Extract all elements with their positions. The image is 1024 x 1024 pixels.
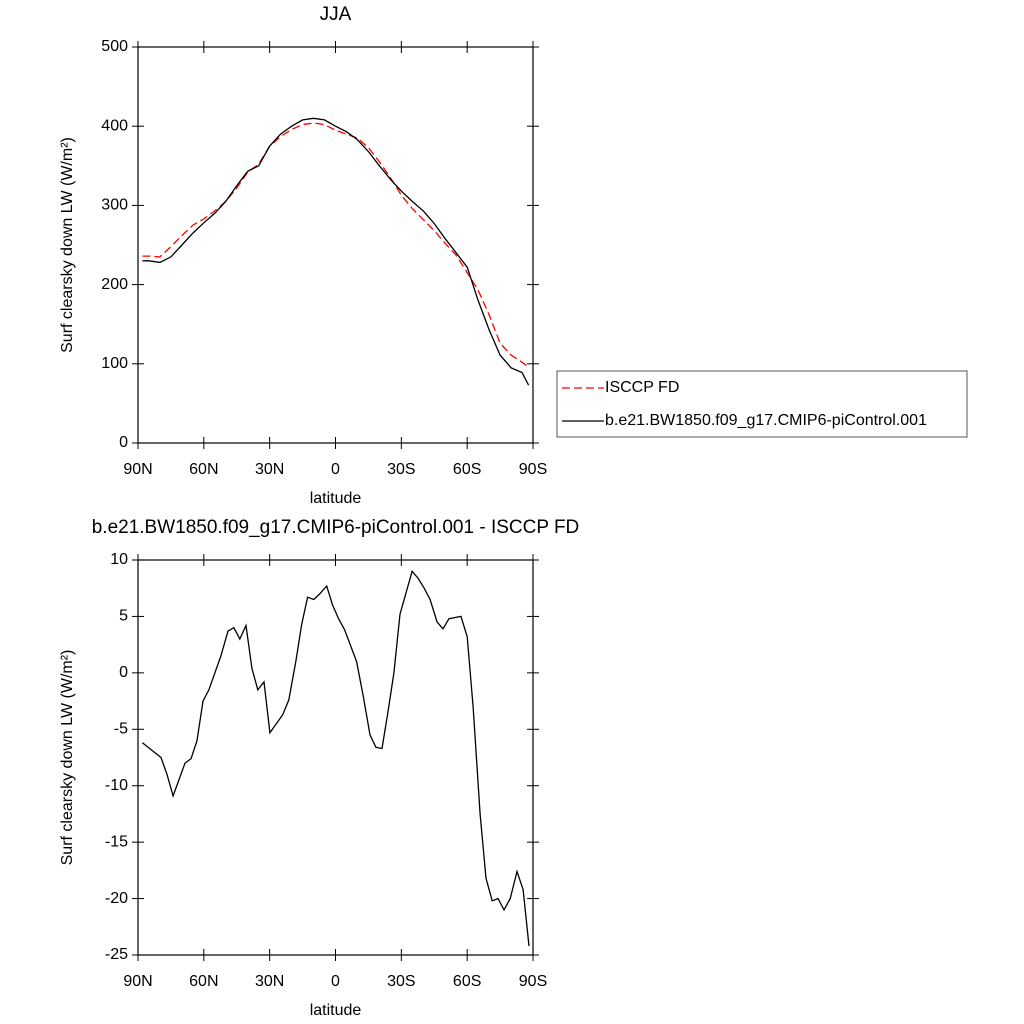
y-tick-label: 100 — [101, 355, 128, 372]
chart: b.e21.BW1850.f09_g17.CMIP6-piControl.001… — [59, 517, 579, 1019]
legend-label: b.e21.BW1850.f09_g17.CMIP6-piControl.001 — [605, 412, 927, 429]
y-tick-label: -5 — [114, 721, 128, 738]
chart-title: b.e21.BW1850.f09_g17.CMIP6-piControl.001… — [92, 517, 580, 538]
x-tick-label: 90N — [123, 461, 152, 478]
data-line — [142, 117, 530, 386]
x-tick-label: 90S — [519, 973, 547, 990]
y-tick-label: -15 — [105, 833, 128, 850]
plot-frame — [137, 559, 534, 956]
y-axis-label: Surf clearsky down LW (W/m²) — [59, 137, 76, 353]
chart: JJA 0 100 200 300 400 500 90N 60N 30N 0 30S 60S 90S la… — [59, 4, 968, 507]
x-tick-label: 60N — [189, 973, 218, 990]
data-line — [141, 569, 530, 947]
y-tick-label: 500 — [101, 38, 128, 55]
y-tick-label: 0 — [119, 434, 128, 451]
y-tick-label: 0 — [119, 664, 128, 681]
legend-label: ISCCP FD — [605, 379, 679, 396]
x-tick-label: 60S — [453, 973, 481, 990]
plot-frame — [137, 46, 534, 444]
y-tick-label: 10 — [110, 551, 128, 568]
x-tick-label: 0 — [331, 461, 340, 478]
y-axis-label: Surf clearsky down LW (W/m²) — [59, 650, 76, 866]
x-tick-label: 30N — [255, 461, 284, 478]
y-tick-label: -25 — [105, 946, 128, 963]
x-axis-label: latitude — [310, 1002, 362, 1019]
y-tick-label: 400 — [101, 117, 128, 134]
x-tick-label: 30S — [387, 461, 415, 478]
y-tick-label: 200 — [101, 276, 128, 293]
x-tick-label: 60S — [453, 461, 481, 478]
x-tick-label: 30N — [255, 973, 284, 990]
x-axis-label: latitude — [310, 490, 362, 507]
y-tick-label: 300 — [101, 197, 128, 214]
y-tick-label: -20 — [105, 890, 128, 907]
x-tick-label: 90S — [519, 461, 547, 478]
y-tick-label: -10 — [105, 777, 128, 794]
chart-title: JJA — [320, 4, 352, 25]
y-tick-label: 5 — [119, 608, 128, 625]
x-tick-label: 0 — [331, 973, 340, 990]
x-tick-label: 90N — [123, 973, 152, 990]
data-line — [142, 122, 529, 368]
x-tick-label: 60N — [189, 461, 218, 478]
legend-box — [556, 370, 968, 438]
x-tick-label: 30S — [387, 973, 415, 990]
